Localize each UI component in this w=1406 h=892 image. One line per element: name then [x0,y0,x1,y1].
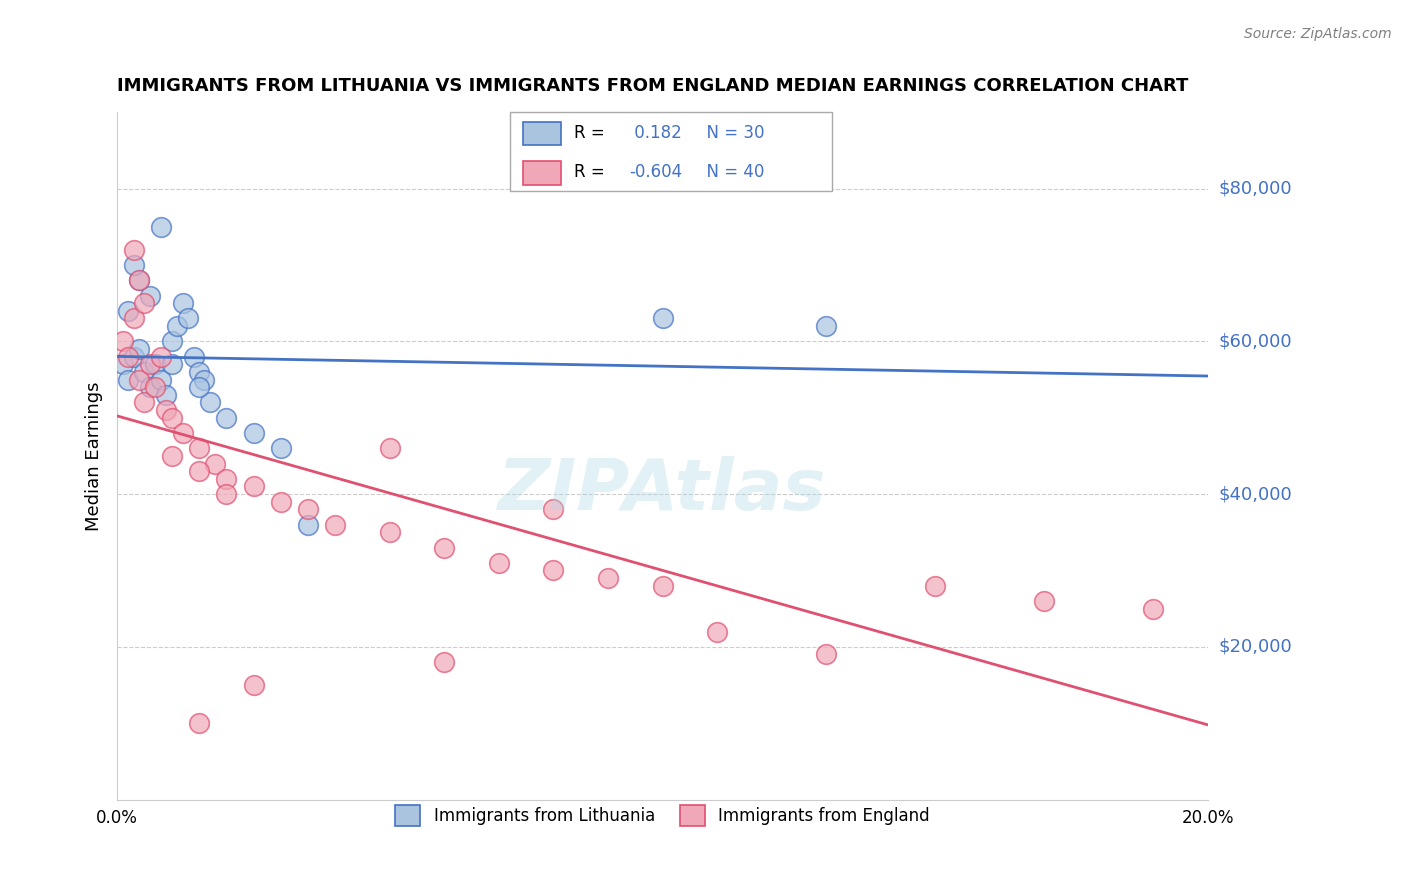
Immigrants from Lithuania [188,365,211,379]
Immigrants from Lithuania [134,365,156,379]
Immigrants from England [325,517,347,532]
Immigrants from Lithuania [183,350,205,364]
Immigrants from England [378,525,401,540]
Immigrants from Lithuania [172,296,194,310]
Immigrants from Lithuania [651,311,673,326]
Immigrants from Lithuania [145,357,167,371]
Immigrants from England [706,624,728,639]
Immigrants from England [378,442,401,456]
Text: IMMIGRANTS FROM LITHUANIA VS IMMIGRANTS FROM ENGLAND MEDIAN EARNINGS CORRELATION: IMMIGRANTS FROM LITHUANIA VS IMMIGRANTS … [117,78,1188,95]
Immigrants from Lithuania [122,258,145,272]
Immigrants from England [160,449,183,463]
Immigrants from Lithuania [160,334,183,349]
Immigrants from Lithuania [155,388,177,402]
Immigrants from England [215,487,238,501]
Immigrants from England [1033,594,1056,608]
Immigrants from England [433,541,456,555]
Immigrants from England [134,395,156,409]
Immigrants from Lithuania [117,372,139,386]
Immigrants from England [1142,601,1164,615]
Text: $40,000: $40,000 [1219,485,1292,503]
Immigrants from England [160,410,183,425]
Immigrants from England [188,716,211,731]
Immigrants from England [204,457,226,471]
Immigrants from Lithuania [215,410,238,425]
Immigrants from Lithuania [149,219,172,234]
Immigrants from England [172,425,194,440]
Immigrants from Lithuania [177,311,200,326]
Immigrants from England [139,357,162,371]
Immigrants from Lithuania [242,425,264,440]
Immigrants from England [297,502,319,516]
Immigrants from England [543,564,565,578]
Legend: Immigrants from Lithuania, Immigrants from England: Immigrants from Lithuania, Immigrants fr… [388,798,936,832]
Immigrants from Lithuania [198,395,221,409]
Immigrants from England [188,442,211,456]
Immigrants from England [242,479,264,493]
Immigrants from Lithuania [128,342,150,356]
Immigrants from England [122,311,145,326]
Text: $60,000: $60,000 [1219,333,1292,351]
Immigrants from Lithuania [188,380,211,394]
Y-axis label: Median Earnings: Median Earnings [86,381,103,531]
Immigrants from England [122,243,145,257]
Immigrants from Lithuania [139,288,162,302]
Immigrants from England [242,678,264,692]
Immigrants from England [215,472,238,486]
Immigrants from England [128,372,150,386]
Immigrants from England [433,655,456,669]
Text: ZIPAtlas: ZIPAtlas [498,456,827,524]
Immigrants from England [488,556,510,570]
Immigrants from Lithuania [297,517,319,532]
Immigrants from England [651,579,673,593]
Immigrants from England [128,273,150,287]
Immigrants from England [596,571,619,585]
Text: $20,000: $20,000 [1219,638,1292,656]
Immigrants from England [145,380,167,394]
Immigrants from England [188,464,211,478]
Immigrants from Lithuania [139,380,162,394]
Immigrants from Lithuania [122,350,145,364]
Immigrants from England [134,296,156,310]
Text: $80,000: $80,000 [1219,179,1292,198]
Immigrants from Lithuania [149,372,172,386]
Immigrants from Lithuania [815,319,838,334]
Immigrants from England [155,403,177,417]
Immigrants from England [543,502,565,516]
Immigrants from Lithuania [166,319,188,334]
Immigrants from Lithuania [128,273,150,287]
Immigrants from Lithuania [117,303,139,318]
Immigrants from England [111,334,134,349]
Immigrants from England [117,350,139,364]
Immigrants from Lithuania [111,357,134,371]
Immigrants from England [149,350,172,364]
Immigrants from England [924,579,946,593]
Immigrants from Lithuania [160,357,183,371]
Text: Source: ZipAtlas.com: Source: ZipAtlas.com [1244,27,1392,41]
Immigrants from England [815,648,838,662]
Immigrants from Lithuania [270,442,292,456]
Immigrants from Lithuania [193,372,215,386]
Immigrants from England [270,494,292,508]
